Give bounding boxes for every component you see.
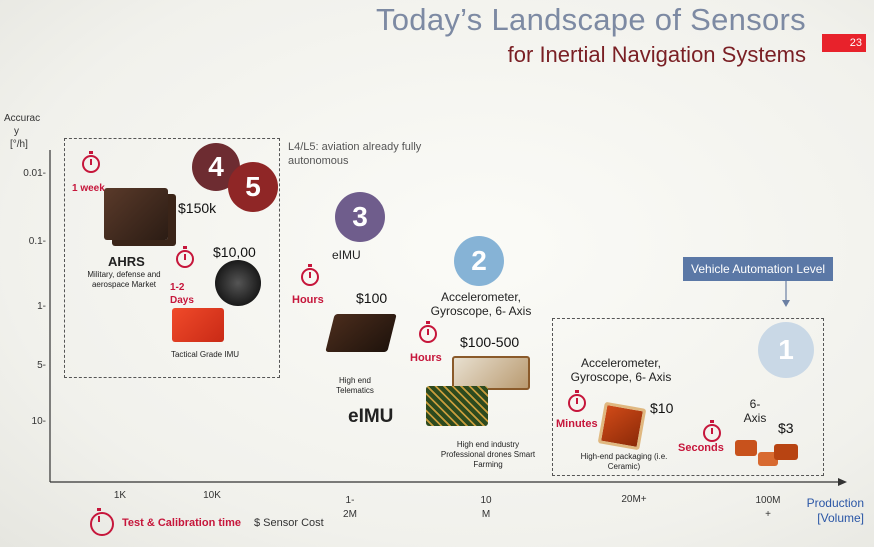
- tactical-description: Tactical Grade IMU: [170, 350, 240, 359]
- x-label-line-2: [Volume]: [817, 511, 864, 525]
- y-axis-label: Accurac y [°/h]: [4, 112, 40, 151]
- level1-time: Minutes: [556, 418, 598, 430]
- level-3-number: 3: [352, 201, 368, 232]
- y-label-line-1: Accurac: [4, 113, 41, 124]
- eimu-time: Hours: [292, 294, 324, 306]
- level-5-number: 5: [245, 171, 261, 202]
- stopwatch-icon: [82, 151, 100, 173]
- x-axis-arrow: [838, 478, 847, 486]
- level2-price: $100-500: [460, 334, 520, 350]
- level-2-number: 2: [471, 245, 487, 276]
- level1-price: $10: [650, 400, 674, 416]
- chip-image: [735, 440, 757, 456]
- level-3-circle: 3: [335, 192, 385, 242]
- level1-device-image: [597, 401, 647, 451]
- level-5-circle: 5: [228, 162, 278, 212]
- ahrs-price: $150k: [178, 200, 217, 216]
- x-tick-100m-line2: +: [765, 509, 771, 520]
- eimu-description: High end Telematics: [336, 376, 374, 395]
- vehicle-automation-badge: Vehicle Automation Level: [683, 257, 834, 281]
- y-tick-0.01: 0.01-: [23, 168, 46, 179]
- slide-title: Today’s Landscape of Sensors: [375, 2, 806, 37]
- eimu-label: eIMU: [332, 248, 361, 262]
- stopwatch-icon: [568, 390, 586, 412]
- level2-time: Hours: [410, 352, 442, 364]
- y-tick-10: 10-: [31, 416, 46, 427]
- aviation-group-box: [64, 138, 280, 378]
- x-tick-100m-line1: 100M: [755, 495, 781, 506]
- stopwatch-icon: [301, 264, 319, 286]
- x-label-line-1: Production: [806, 496, 864, 510]
- ahrs-time: 1 week: [72, 183, 105, 194]
- level1-time2: Seconds: [678, 442, 724, 454]
- level1-axis-label: 6- Axis: [743, 397, 767, 425]
- tactical-device-image: [172, 308, 224, 342]
- chip-image: [774, 444, 798, 460]
- y-label-line-2: y: [14, 126, 19, 137]
- level-1-number: 1: [778, 334, 794, 365]
- y-label-line-3: [°/h]: [10, 139, 28, 150]
- tactical-imu-image: [215, 260, 261, 306]
- level1-title: Accelerometer, Gyroscope, 6- Axis: [570, 356, 672, 384]
- x-tick-1-2m-line1: 1-: [345, 495, 355, 506]
- level2-board-image: [426, 386, 488, 426]
- x-tick-10k: 10K: [203, 490, 221, 501]
- x-tick-1-2m-line2: 2M: [343, 509, 357, 520]
- legend-time-label: Test & Calibration time: [122, 517, 241, 529]
- level-2-circle: 2: [454, 236, 504, 286]
- slide-subtitle: for Inertial Navigation Systems: [507, 42, 806, 67]
- level1-description: High-end packaging (i.e. Ceramic): [580, 452, 668, 471]
- level2-title: Accelerometer, Gyroscope, 6- Axis: [430, 290, 532, 318]
- stopwatch-icon: [176, 246, 194, 268]
- eimu-big-label: eIMU: [348, 406, 394, 427]
- level1-group-box: [552, 318, 824, 476]
- badge-pointer-arrow: [782, 300, 790, 307]
- l4l5-note: L4/L5: aviation already fully autonomous: [288, 141, 422, 167]
- x-axis-label: Production [Volume]: [807, 496, 864, 526]
- ahrs-description: Military, defense and aerospace Market: [87, 270, 161, 289]
- legend-cost-label: $ Sensor Cost: [254, 517, 324, 529]
- x-tick-100m: 100M +: [738, 494, 798, 522]
- x-tick-10m-line1: 10: [480, 495, 492, 506]
- eimu-price: $100: [356, 290, 388, 306]
- level1-price2: $3: [778, 420, 794, 436]
- stopwatch-icon: [90, 508, 114, 536]
- ahrs-name: AHRS: [108, 254, 145, 269]
- y-tick-1: 1-: [37, 301, 46, 312]
- level2-device-image: [452, 356, 530, 390]
- tactical-time: 1-2 Days: [170, 282, 194, 306]
- x-tick-10m: 10 M: [456, 494, 516, 522]
- y-tick-0.1: 0.1-: [28, 236, 46, 247]
- chip-image: [758, 452, 778, 466]
- tactical-price: $10,00: [213, 244, 256, 260]
- page-number: 23: [822, 34, 866, 52]
- stopwatch-icon: [419, 321, 437, 343]
- x-tick-20m: 20M+: [621, 494, 647, 505]
- level-4-number: 4: [208, 151, 224, 182]
- y-tick-5: 5-: [37, 360, 46, 371]
- eimu-device-image: [325, 314, 397, 352]
- x-tick-1-2m: 1- 2M: [320, 494, 380, 522]
- x-tick-1k: 1K: [113, 490, 127, 501]
- x-tick-10m-line2: M: [481, 509, 491, 520]
- ahrs-device-image: [104, 188, 168, 240]
- level-1-circle: 1: [758, 322, 814, 378]
- stopwatch-icon: [703, 420, 721, 442]
- level2-description: High end industry Professional drones Sm…: [440, 440, 536, 469]
